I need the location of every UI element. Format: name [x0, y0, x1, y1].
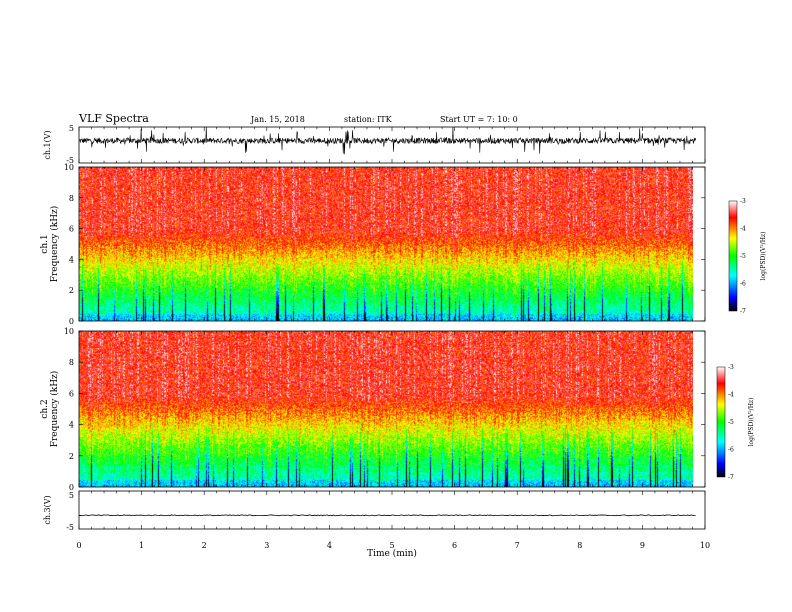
frequency-tick-label: 10 — [64, 163, 74, 172]
ch1-waveform-panel: 5 -5 ch.1(V) — [43, 124, 706, 165]
figure-title: VLF Spectra — [78, 112, 149, 125]
ch2-spectrogram-ylabel-frequency: Frequency (kHz) — [49, 371, 60, 448]
colorbar-tick-label: -3 — [728, 364, 734, 371]
ch3-ylabel: ch.3(V) — [43, 495, 52, 524]
colorbar-tick-label: -4 — [728, 392, 734, 399]
ch2-colorbar: -3 -4 -5 -6 -7 log(PSD)(V²/Hz) — [716, 364, 755, 481]
time-tick-label: 8 — [577, 541, 582, 550]
time-tick-label: 9 — [640, 541, 645, 550]
ch2-spectrogram-canvas — [79, 331, 693, 487]
frequency-tick-label: 8 — [69, 194, 74, 203]
frequency-tick-label: 4 — [69, 255, 74, 264]
colorbar-tick-label: -3 — [740, 198, 746, 205]
frequency-tick-label: 0 — [69, 317, 74, 326]
frequency-tick-label: 8 — [69, 358, 74, 367]
ch3-waveform-frame — [78, 490, 706, 530]
colorbar-tick-label: -5 — [740, 253, 746, 260]
station-label: station: ITK — [344, 115, 393, 124]
ch1-spectrogram-canvas — [79, 167, 693, 321]
colorbar-tick-label: -6 — [740, 281, 746, 288]
ch3-ytick-top: 5 — [69, 491, 74, 500]
ch1-ylabel: ch.1(V) — [43, 130, 52, 159]
ch3-ytick-bottom: -5 — [66, 523, 74, 532]
ch2-colorbar-label: log(PSD)(V²/Hz) — [748, 398, 755, 447]
time-tick-label: 5 — [389, 541, 394, 550]
frequency-tick-label: 6 — [69, 389, 74, 398]
ch1-x-ticks — [78, 127, 706, 163]
date-label: Jan. 15, 2018 — [250, 115, 305, 124]
time-tick-label: 4 — [327, 541, 332, 550]
colorbar-tick-label: -5 — [728, 419, 734, 426]
ch1-colorbar-gradient — [728, 200, 738, 312]
colorbar-tick-label: -7 — [740, 308, 746, 315]
ch3-x-ticks — [78, 491, 706, 529]
frequency-tick-label: 2 — [69, 452, 74, 461]
frequency-tick-label: 4 — [69, 421, 74, 430]
ch1-colorbar: -3 -4 -5 -6 -7 log(PSD)(V²/Hz) — [728, 198, 767, 315]
colorbar-tick-label: -6 — [728, 447, 734, 454]
frequency-tick-label: 2 — [69, 286, 74, 295]
ch2-colorbar-gradient — [716, 366, 726, 478]
ch2-colorbar-ticks: -3 -4 -5 -6 -7 — [728, 364, 734, 481]
time-tick-label: 7 — [515, 541, 520, 550]
ch1-spectrogram-ylabel-frequency: Frequency (kHz) — [49, 206, 60, 283]
ch2-spectrogram-panel: 0 2 4 6 8 10 ch.2 Frequency (kHz) — [40, 327, 706, 492]
ch1-waveform-line — [78, 126, 696, 155]
frequency-tick-label: 10 — [64, 327, 74, 336]
ch2-spectrogram-ylabel-channel: ch.2 — [40, 399, 50, 418]
time-tick-label: 3 — [264, 541, 269, 550]
ch3-waveform-line — [78, 514, 696, 517]
time-tick-label: 0 — [76, 541, 81, 550]
ch1-colorbar-label: log(PSD)(V²/Hz) — [760, 232, 767, 281]
frequency-tick-label: 0 — [69, 483, 74, 492]
ch1-ytick-bottom: -5 — [66, 156, 74, 165]
start-ut-label: Start UT = 7: 10: 0 — [440, 115, 518, 124]
ch1-waveform-frame — [78, 126, 706, 164]
colorbar-tick-label: -7 — [728, 474, 734, 481]
time-tick-label: 2 — [202, 541, 207, 550]
time-tick-label: 6 — [452, 541, 457, 550]
ch1-spectrogram-ylabel-channel: ch.1 — [40, 234, 50, 253]
ch2-frequency-tick-labels: 0 2 4 6 8 10 — [64, 327, 705, 492]
ch3-waveform-panel: 5 -5 ch.3(V) 0 1 2 3 4 5 6 7 8 9 10 Time (min) — [43, 490, 710, 559]
ch2-spectrogram-ticks — [78, 331, 706, 487]
ch1-spectrogram-ticks — [78, 167, 706, 321]
ch1-spectrogram-panel: 0 2 4 6 8 10 ch.1 Frequency (kHz) — [40, 163, 706, 326]
time-axis-tick-labels: 0 1 2 3 4 5 6 7 8 9 10 — [76, 541, 710, 550]
time-axis-label: Time (min) — [367, 548, 417, 559]
time-tick-label: 1 — [139, 541, 144, 550]
ch1-ytick-top: 5 — [69, 124, 74, 133]
ch1-frequency-tick-labels: 0 2 4 6 8 10 — [64, 163, 705, 326]
ch1-colorbar-ticks: -3 -4 -5 -6 -7 — [740, 198, 746, 315]
colorbar-tick-label: -4 — [740, 226, 746, 233]
frequency-tick-label: 6 — [69, 225, 74, 234]
time-tick-label: 10 — [700, 541, 710, 550]
